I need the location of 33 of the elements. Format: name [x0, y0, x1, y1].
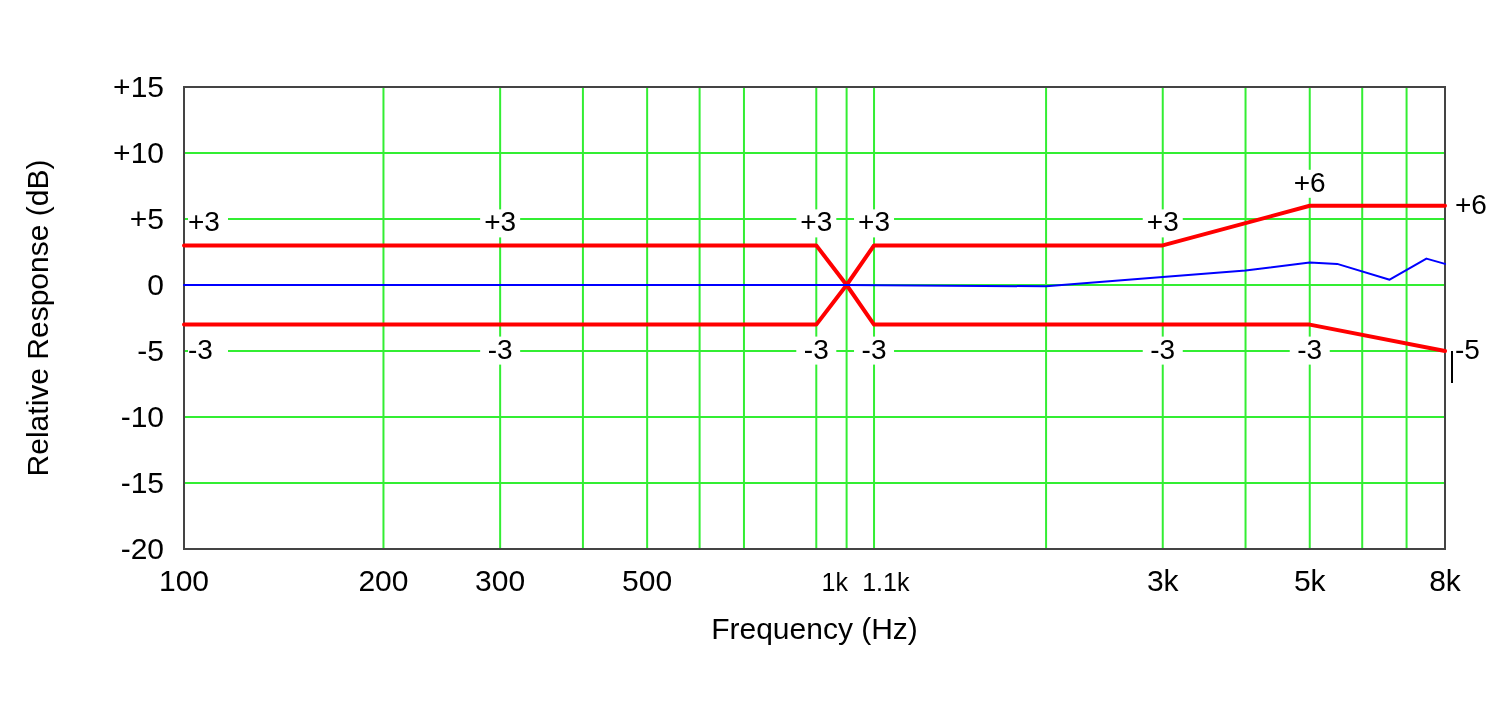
x-tick-label: 8k — [1429, 564, 1462, 597]
annotation: +3 — [800, 206, 833, 238]
x-tick-label: 100 — [158, 564, 210, 597]
y-tick-label: +10 — [113, 136, 164, 169]
x-tick-label: 5k — [1293, 564, 1327, 597]
y-tick-label: -10 — [120, 400, 164, 433]
annotation: -3 — [861, 333, 887, 365]
y-tick-label: +15 — [113, 70, 164, 103]
y-tick-label: -20 — [120, 532, 164, 565]
annotation: -3 — [487, 333, 513, 365]
annotation: +3 — [1146, 206, 1179, 238]
annotation: -3 — [188, 333, 213, 365]
y-tick-label: 0 — [147, 268, 164, 301]
annotation: -3 — [1150, 333, 1176, 365]
x-tick-label: 1k — [821, 568, 849, 596]
annotation: -3 — [1297, 333, 1323, 365]
x-axis-title: Frequency (Hz) — [711, 612, 918, 645]
annotation: -3 — [803, 333, 829, 365]
annotation: +3 — [858, 206, 890, 238]
y-tick-label: +5 — [129, 202, 164, 235]
annotation: +3 — [484, 206, 517, 238]
y-axis-title: Relative Response (dB) — [21, 159, 54, 477]
annotation: +3 — [188, 206, 220, 238]
x-tick-label: 200 — [358, 564, 409, 597]
x-tick-label: 1.1k — [862, 568, 910, 596]
x-tick-label: 300 — [475, 564, 526, 597]
y-tick-label: -5 — [137, 334, 164, 367]
annotation: +6 — [1293, 166, 1326, 198]
x-tick-label: 3k — [1146, 564, 1180, 597]
annotation: +6 — [1455, 188, 1487, 220]
annotation: -5 — [1455, 334, 1480, 365]
y-tick-label: -15 — [120, 466, 164, 499]
x-tick-label: 500 — [622, 564, 673, 597]
